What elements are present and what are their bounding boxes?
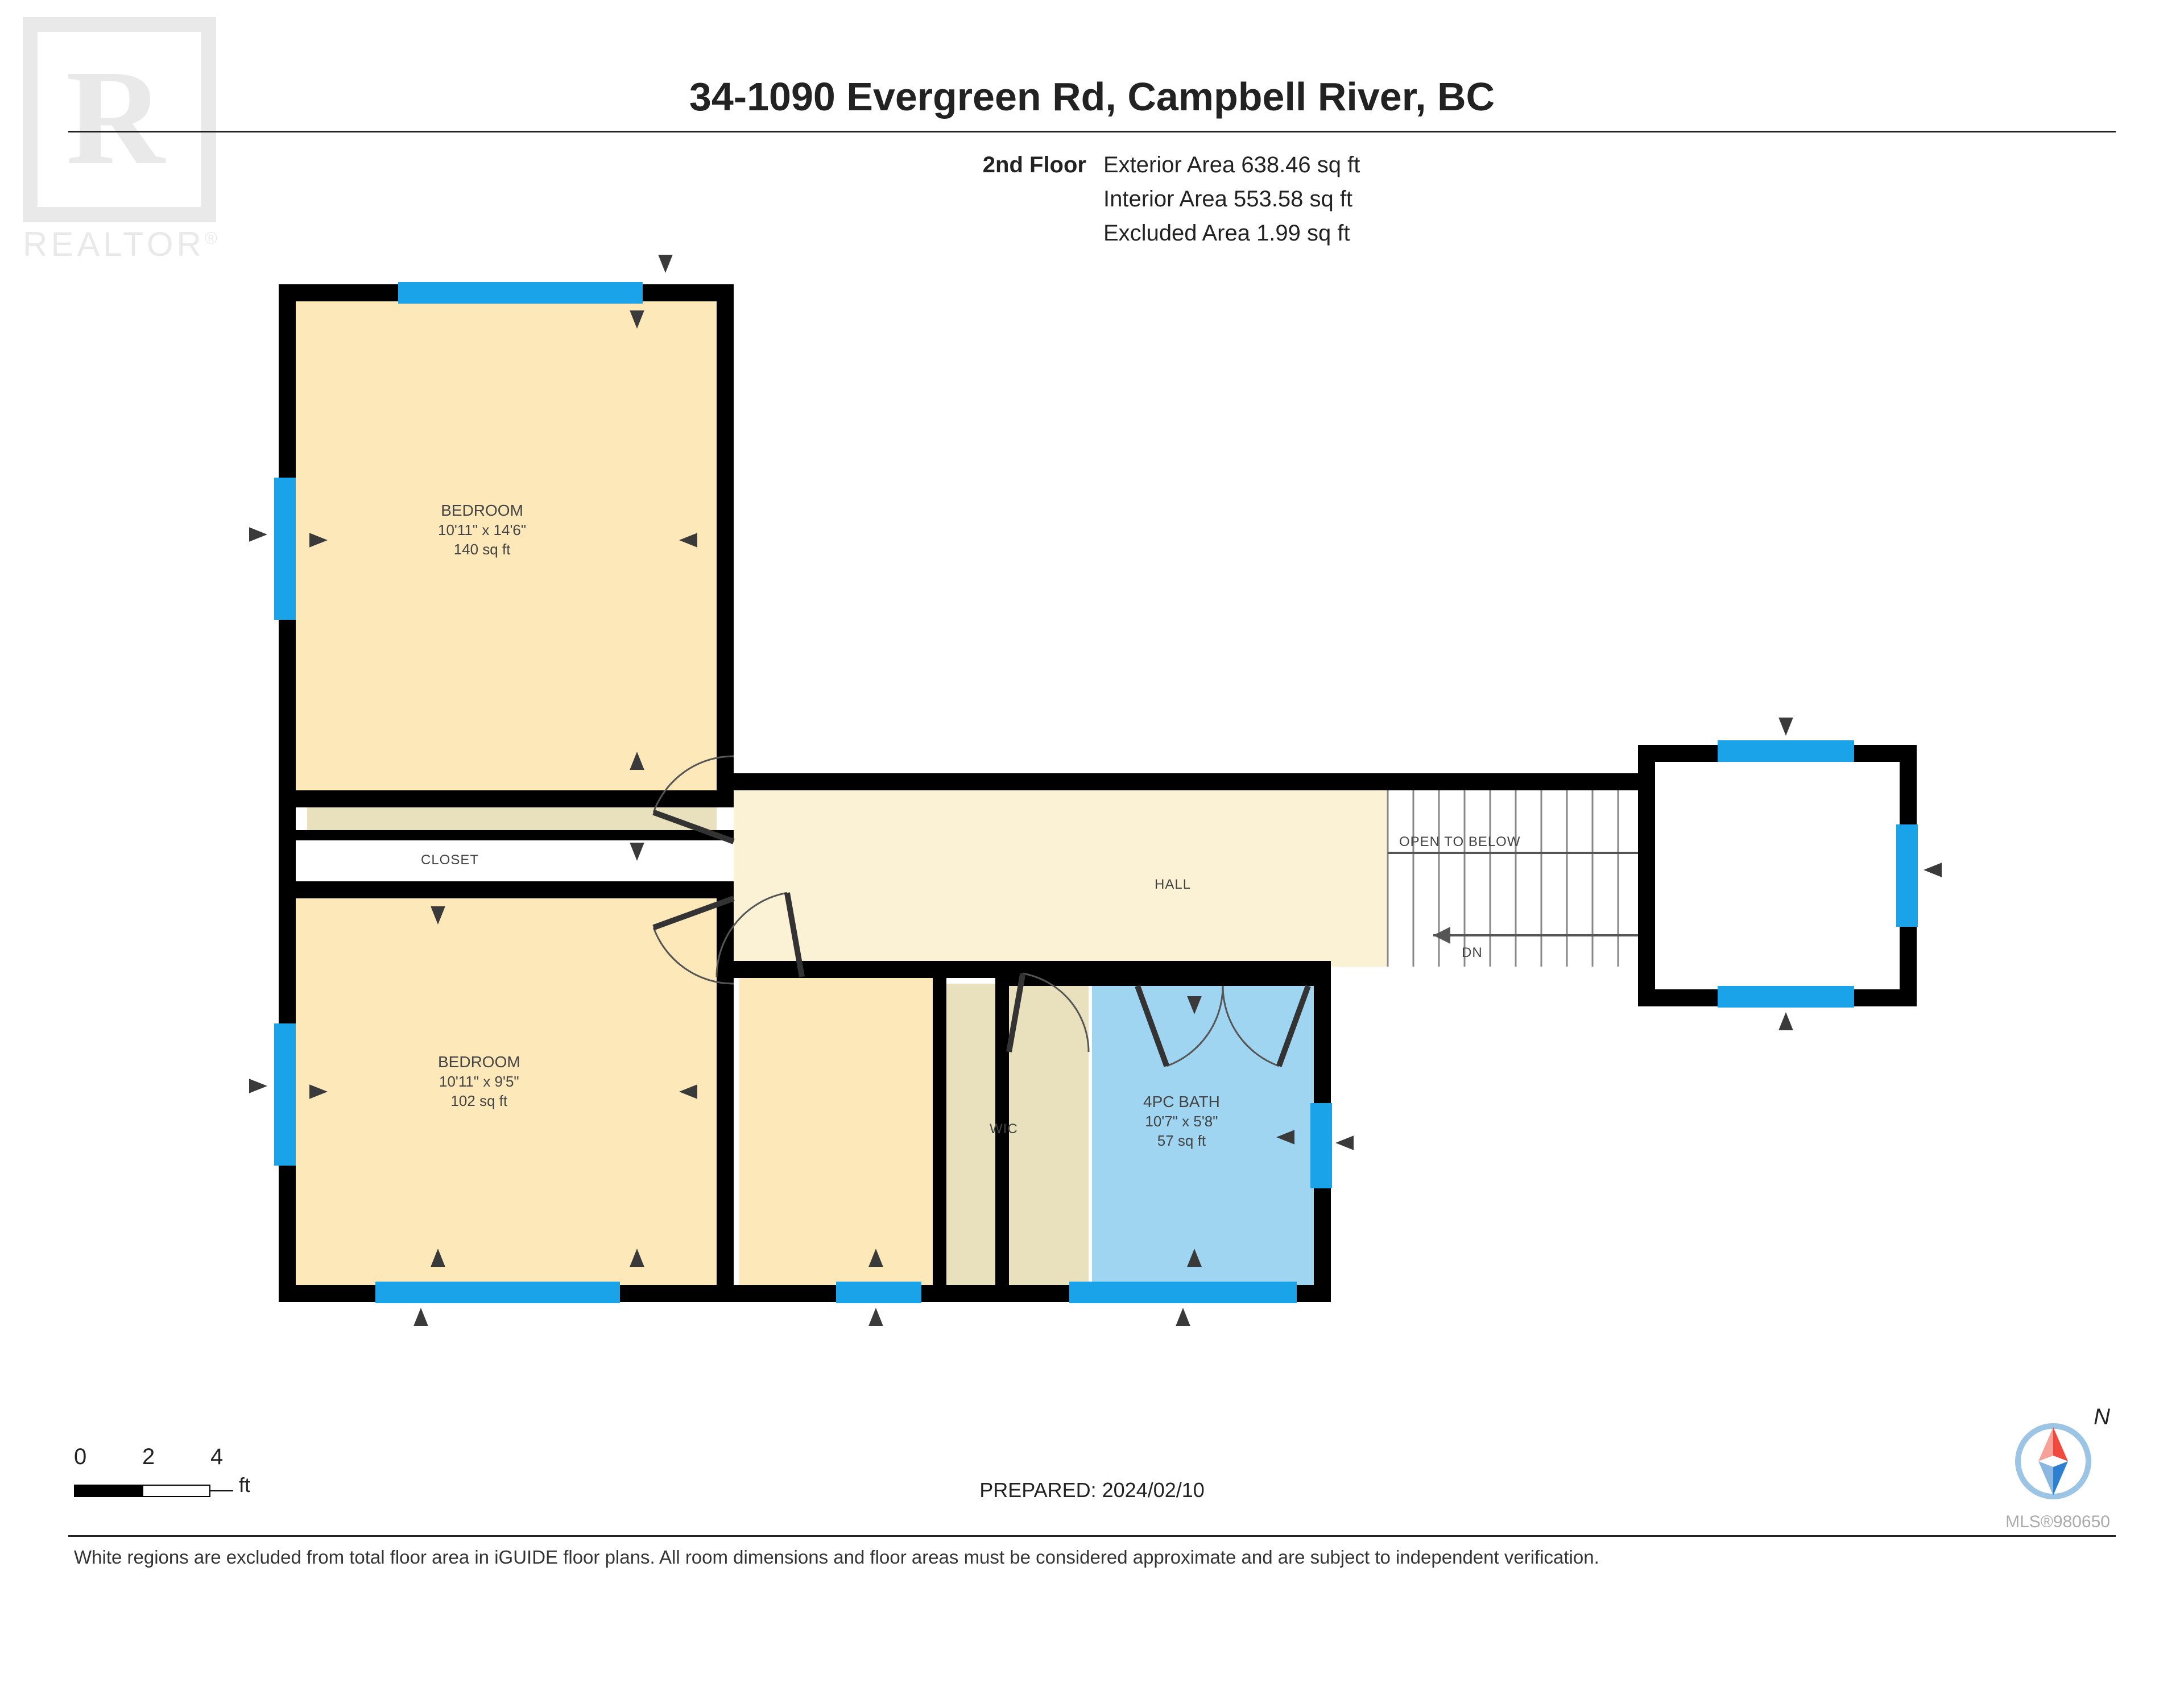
floor-plan: BEDROOM10'11" x 14'6"140 sq ft CLOSET BEDR… (250, 284, 1934, 1319)
watermark-reg: ® (205, 229, 221, 248)
room-label-hall: HALL (1155, 876, 1191, 893)
meta-line-2: Excluded Area 1.99 sq ft (1103, 221, 1350, 246)
scale-tick-0: 0 (74, 1444, 142, 1470)
plan-svg (250, 284, 1934, 1319)
title-rule (68, 131, 2116, 132)
floor-label: 2nd Floor (956, 148, 1086, 182)
scale-tick-1: 2 (142, 1444, 210, 1470)
page-title: 34-1090 Evergreen Rd, Campbell River, BC (0, 74, 2184, 119)
floor-plan-page: R REALTOR® 34-1090 Evergreen Rd, Campbel… (0, 0, 2184, 1687)
room-label-bath: 4PC BATH10'7" x 5'8"57 sq ft (1143, 1092, 1220, 1151)
watermark-text: REALTOR (23, 225, 205, 263)
realtor-logo-icon: R (23, 17, 216, 222)
room-label-open: OPEN TO BELOW (1399, 833, 1521, 851)
disclaimer: White regions are excluded from total fl… (74, 1547, 1599, 1568)
north-label: N (2094, 1404, 2110, 1430)
compass-icon (2013, 1421, 2093, 1504)
meta-line-1: Interior Area 553.58 sq ft (1103, 186, 1352, 212)
room-label-wic: WIC (990, 1120, 1018, 1138)
room-label-dn: DN (1462, 944, 1483, 961)
room-label-bedroom2: BEDROOM10'11" x 9'5"102 sq ft (438, 1052, 520, 1111)
footer-rule (68, 1535, 2116, 1537)
floor-meta: 2nd Floor Exterior Area 638.46 sq ft Inte… (956, 148, 1360, 250)
realtor-watermark: R REALTOR® (23, 17, 221, 262)
mls-number: MLS®980650 (2005, 1512, 2110, 1532)
meta-line-0: Exterior Area 638.46 sq ft (1103, 152, 1360, 177)
room-label-closet: CLOSET (421, 851, 479, 869)
scale-tick-2: 4 (210, 1444, 245, 1470)
prepared-date: PREPARED: 2024/02/10 (0, 1478, 2184, 1502)
room-label-bedroom1: BEDROOM10'11" x 14'6"140 sq ft (438, 500, 526, 559)
